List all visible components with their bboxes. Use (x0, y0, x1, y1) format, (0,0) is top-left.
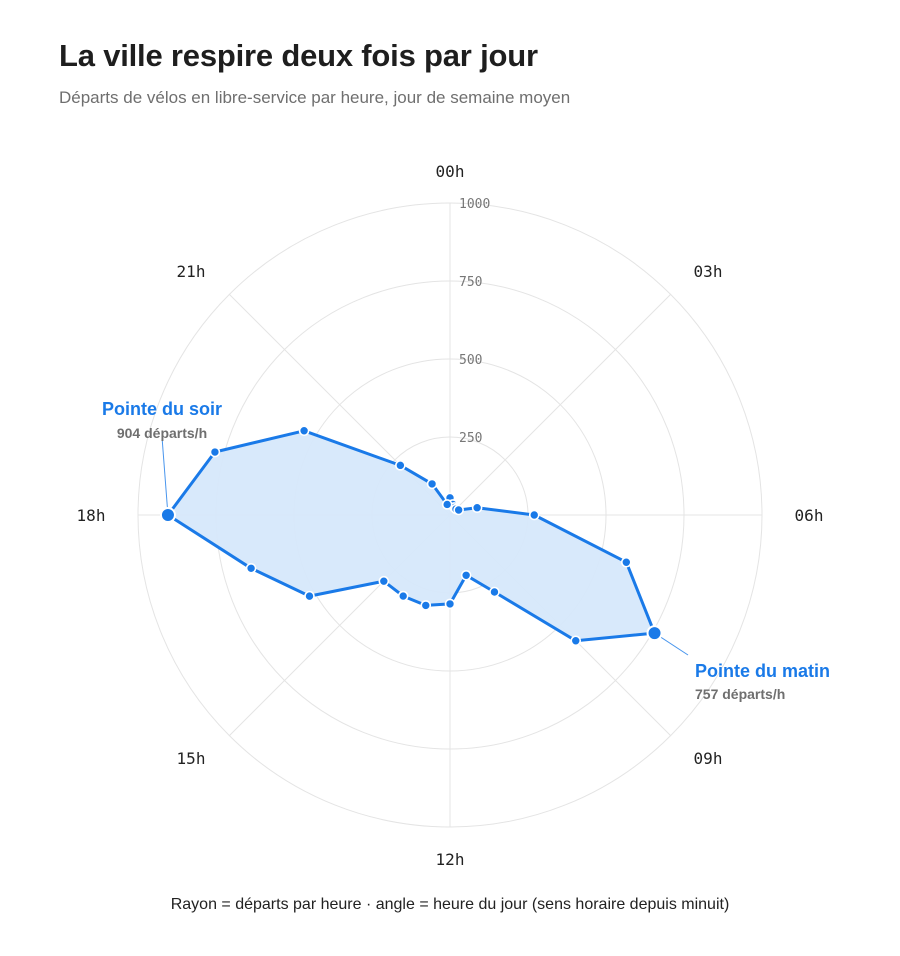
grid-spoke (449, 294, 671, 516)
data-point-18h (159, 507, 176, 523)
data-point-23h (441, 499, 453, 510)
data-point-22h (426, 478, 438, 490)
data-point-09h (570, 635, 582, 647)
hour-label-18h: 18h (77, 506, 106, 525)
radar-chart: 250 500 750 1000 00h 03h 06h 09h 12h 15h 18h 21h Poi… (77, 162, 830, 869)
r-tick-label: 250 (459, 431, 482, 446)
hour-label-09h: 09h (694, 749, 723, 768)
hour-label-12h: 12h (436, 850, 465, 869)
data-point-08h (646, 625, 663, 642)
annotation-leader (161, 436, 169, 516)
data-point-07h (621, 556, 632, 568)
data-point-13h (420, 600, 432, 611)
data-point-16h (304, 590, 315, 602)
hour-label-15h: 15h (177, 749, 206, 768)
chart-subtitle: Départs de vélos en libre-service par he… (59, 88, 571, 107)
annotation-value: 757 départs/h (695, 686, 785, 702)
hour-label-03h: 03h (694, 262, 723, 281)
data-point-12h (444, 598, 456, 610)
data-point-17h (245, 562, 257, 574)
chart-footnote: Rayon = départs par heure · angle = heur… (170, 896, 730, 913)
r-tick-label: 500 (459, 353, 482, 368)
data-point-20h (298, 425, 310, 437)
r-tick-label: 750 (459, 275, 482, 290)
data-point-10h (489, 586, 500, 598)
data-point-14h (397, 590, 409, 602)
annotation-value: 904 départs/h (117, 425, 207, 441)
data-point-04h (453, 504, 464, 516)
series-area (166, 429, 656, 643)
annotation-title: Pointe du matin (695, 661, 830, 681)
chart-title: La ville respire deux fois par jour (59, 38, 538, 73)
hour-label-21h: 21h (177, 262, 206, 281)
data-point-15h (378, 575, 390, 587)
data-point-06h (528, 509, 540, 521)
r-tick-label: 1000 (459, 197, 490, 212)
hour-label-00h: 00h (436, 162, 465, 181)
hour-label-06h: 06h (795, 506, 824, 525)
data-point-05h (471, 502, 483, 514)
data-point-11h (460, 569, 472, 581)
data-point-19h (209, 446, 221, 458)
annotation-title: Pointe du soir (102, 399, 222, 419)
data-point-21h (395, 460, 406, 471)
